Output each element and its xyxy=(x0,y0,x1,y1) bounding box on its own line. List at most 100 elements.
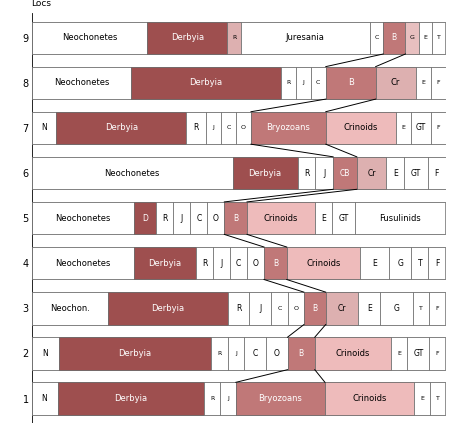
Text: Crinoids: Crinoids xyxy=(343,124,378,133)
Text: Derbyia: Derbyia xyxy=(105,124,138,133)
Text: R: R xyxy=(304,168,309,178)
Bar xyxy=(220,382,236,415)
Text: E: E xyxy=(321,214,326,222)
Text: GT: GT xyxy=(413,349,423,358)
Text: C: C xyxy=(277,306,282,311)
Bar xyxy=(432,22,446,54)
Text: Neochon.: Neochon. xyxy=(50,304,90,313)
Bar xyxy=(204,382,220,415)
Bar xyxy=(407,337,429,370)
Text: O: O xyxy=(274,349,279,358)
Bar xyxy=(355,202,446,235)
Text: Cr: Cr xyxy=(391,78,400,87)
Bar xyxy=(326,67,376,99)
Text: T: T xyxy=(419,306,423,311)
Text: Neochonetes: Neochonetes xyxy=(55,259,110,268)
Text: B: B xyxy=(233,214,238,222)
Bar xyxy=(196,247,213,280)
Bar xyxy=(227,22,241,54)
Bar xyxy=(147,22,227,54)
Bar xyxy=(134,247,196,280)
Text: F: F xyxy=(435,259,439,268)
Text: J: J xyxy=(180,214,183,222)
Text: Crinoids: Crinoids xyxy=(306,259,341,268)
Bar xyxy=(224,202,247,235)
Bar xyxy=(315,202,332,235)
Text: Neochonetes: Neochonetes xyxy=(62,33,117,42)
Text: R: R xyxy=(286,80,291,86)
Bar xyxy=(428,157,446,189)
Text: GT: GT xyxy=(411,168,421,178)
Bar xyxy=(264,247,287,280)
Text: Neochonetes: Neochonetes xyxy=(55,214,110,222)
Text: GT: GT xyxy=(338,214,349,222)
Text: Neochonetes: Neochonetes xyxy=(104,168,160,178)
Text: R: R xyxy=(232,35,236,40)
Bar xyxy=(156,202,173,235)
Bar xyxy=(244,337,266,370)
Text: O: O xyxy=(213,214,219,222)
Bar xyxy=(32,382,58,415)
Bar xyxy=(304,292,326,324)
Text: N: N xyxy=(41,124,47,133)
Bar xyxy=(287,247,360,280)
Bar xyxy=(32,292,108,324)
Text: R: R xyxy=(194,124,199,133)
Bar xyxy=(430,382,446,415)
Bar xyxy=(211,337,228,370)
Bar xyxy=(230,247,247,280)
Bar xyxy=(360,247,389,280)
Bar xyxy=(206,112,221,144)
Bar xyxy=(358,292,380,324)
Text: G: G xyxy=(394,304,400,313)
Text: E: E xyxy=(397,351,401,356)
Bar xyxy=(414,382,430,415)
Bar xyxy=(32,67,131,99)
Bar xyxy=(325,382,414,415)
Bar xyxy=(357,157,387,189)
Text: B: B xyxy=(392,33,397,42)
Text: C: C xyxy=(316,80,320,86)
Text: F: F xyxy=(436,306,439,311)
Bar xyxy=(266,337,288,370)
Text: F: F xyxy=(436,80,440,86)
Text: Crinoids: Crinoids xyxy=(336,349,370,358)
Text: CB: CB xyxy=(340,168,350,178)
Text: C: C xyxy=(196,214,202,222)
Bar xyxy=(419,22,432,54)
Text: Derbyia: Derbyia xyxy=(148,259,181,268)
Bar xyxy=(281,67,296,99)
Text: R: R xyxy=(202,259,207,268)
Text: J: J xyxy=(302,80,304,86)
Text: R: R xyxy=(217,351,221,356)
Bar xyxy=(228,292,249,324)
Bar xyxy=(108,292,228,324)
Bar xyxy=(186,112,206,144)
Bar xyxy=(431,112,446,144)
Text: B: B xyxy=(273,259,278,268)
Text: T: T xyxy=(436,396,440,401)
Text: T: T xyxy=(437,35,441,40)
Bar xyxy=(59,337,211,370)
Text: R: R xyxy=(236,304,241,313)
Bar xyxy=(429,337,445,370)
Bar xyxy=(131,67,281,99)
Bar xyxy=(404,157,428,189)
Bar xyxy=(315,337,391,370)
Text: Derbyia: Derbyia xyxy=(189,78,223,87)
Bar xyxy=(247,247,264,280)
Bar xyxy=(58,382,204,415)
Bar xyxy=(251,112,326,144)
Bar xyxy=(56,112,186,144)
Bar xyxy=(376,67,415,99)
Text: B: B xyxy=(348,78,354,87)
Bar xyxy=(249,292,271,324)
Text: D: D xyxy=(142,214,148,222)
Text: Derbyia: Derbyia xyxy=(151,304,184,313)
Bar xyxy=(288,292,304,324)
Bar xyxy=(370,22,383,54)
Text: T: T xyxy=(418,259,422,268)
Bar xyxy=(383,22,405,54)
Bar xyxy=(233,157,297,189)
Bar xyxy=(333,157,357,189)
